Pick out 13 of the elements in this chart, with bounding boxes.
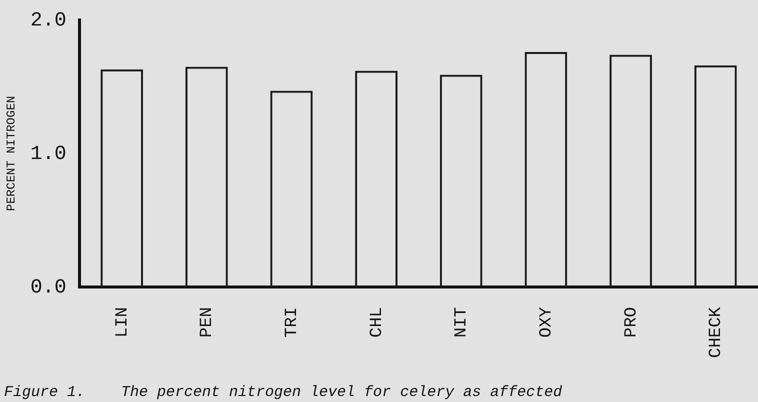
caption: Figure 1. The percent nitrogen level for celery as affected bbox=[4, 384, 562, 401]
y-tick-label: 2.0 bbox=[30, 9, 66, 32]
x-tick-label: NIT bbox=[452, 306, 472, 338]
x-tick-label: CHECK bbox=[707, 306, 726, 358]
x-tick-label: PEN bbox=[198, 306, 218, 338]
x-tick-label: TRI bbox=[282, 306, 302, 338]
x-tick-label: LIN bbox=[113, 306, 132, 338]
y-tick-label: 0.0 bbox=[30, 276, 66, 300]
y-tick-label: 1.0 bbox=[30, 142, 66, 166]
x-tick-label: CHL bbox=[368, 306, 387, 338]
x-tick-label: OXY bbox=[537, 306, 556, 338]
y-axis-title: PERCENT NITROGEN bbox=[4, 96, 18, 212]
x-tick-label: PRO bbox=[622, 306, 642, 338]
